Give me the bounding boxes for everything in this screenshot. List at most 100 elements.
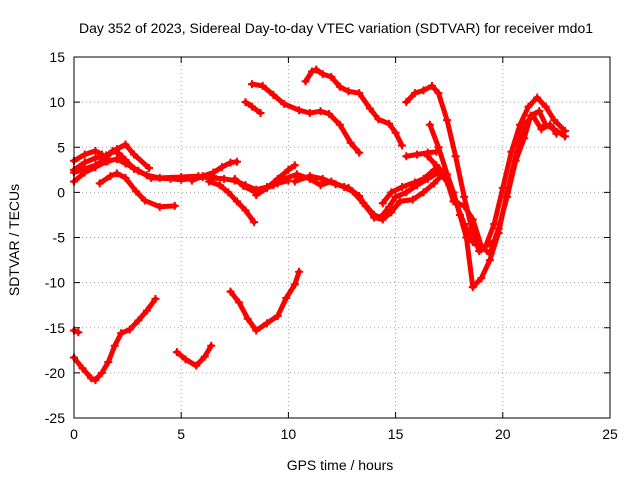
data-point — [413, 150, 422, 159]
data-point — [331, 180, 340, 189]
data-point — [142, 306, 151, 315]
grid-layer — [74, 57, 610, 418]
y-tick-label: 10 — [49, 94, 65, 110]
data-point — [498, 183, 507, 192]
data-point — [378, 199, 387, 208]
data-point — [335, 120, 344, 129]
data-point — [432, 161, 441, 170]
data-point — [239, 182, 248, 191]
axes-layer: 0 5 10 15 20 25 -25 -20 -15 -10 -5 0 5 10 15 — [45, 49, 618, 442]
data-point — [121, 155, 130, 164]
chart-title: Day 352 of 2023, Sidereal Day-to-day VTE… — [79, 20, 593, 36]
data-point — [541, 102, 550, 111]
data-point — [110, 341, 119, 350]
x-tick-label: 0 — [70, 426, 78, 442]
data-point — [151, 294, 160, 303]
data-point — [112, 154, 121, 163]
data-point — [374, 115, 383, 124]
data-point — [170, 201, 179, 210]
data-point — [198, 172, 207, 181]
data-point — [312, 65, 321, 74]
data-point — [142, 171, 151, 180]
data-point — [402, 188, 411, 197]
data-point — [430, 179, 439, 188]
data-point — [301, 77, 310, 86]
data-point — [80, 158, 89, 167]
data-point — [346, 138, 355, 147]
data-point — [455, 210, 464, 219]
data-point — [172, 348, 181, 357]
data-point — [335, 82, 344, 91]
data-point — [365, 104, 374, 113]
data-point — [91, 146, 100, 155]
data-point — [140, 196, 149, 205]
data-series-line — [403, 149, 439, 159]
data-point — [428, 81, 437, 90]
data-point — [220, 174, 229, 183]
data-point — [410, 178, 419, 187]
data-point — [125, 325, 134, 334]
data-point — [215, 181, 224, 190]
data-series-line — [71, 296, 158, 383]
data-point — [560, 132, 569, 141]
x-axis-title: GPS time / hours — [287, 457, 394, 473]
data-point — [207, 341, 216, 350]
data-point — [205, 177, 214, 186]
data-point — [387, 188, 396, 197]
data-point — [102, 151, 111, 160]
data-point — [533, 93, 542, 102]
data-point — [295, 267, 304, 276]
data-point — [112, 169, 121, 178]
data-point — [97, 368, 106, 377]
data-point — [535, 107, 544, 116]
data-point — [247, 102, 256, 111]
data-point — [284, 165, 293, 174]
data-point — [252, 191, 261, 200]
data-point — [224, 188, 233, 197]
data-point — [425, 120, 434, 129]
data-point — [262, 319, 271, 328]
data-point — [344, 87, 353, 96]
data-point — [460, 192, 469, 201]
y-tick-label: -25 — [45, 410, 65, 426]
x-tick-label: 5 — [177, 426, 185, 442]
data-point — [241, 206, 250, 215]
data-point — [361, 201, 370, 210]
data-point — [316, 107, 325, 116]
data-point — [477, 274, 486, 283]
data-point — [378, 215, 387, 224]
data-series-line — [427, 113, 559, 290]
data-point — [273, 174, 282, 183]
data-point — [192, 361, 201, 370]
data-point — [181, 355, 190, 364]
y-tick-label: 5 — [57, 139, 65, 155]
data-point — [507, 147, 516, 156]
data-point — [423, 152, 432, 161]
data-point — [434, 143, 443, 152]
data-point — [130, 150, 139, 159]
data-point — [391, 192, 400, 201]
data-point — [408, 195, 417, 204]
data-point — [243, 314, 252, 323]
series-layer — [70, 65, 569, 385]
data-point — [344, 183, 353, 192]
data-point — [385, 202, 394, 211]
data-point — [209, 168, 218, 177]
data-point — [256, 108, 265, 117]
data-point — [155, 173, 164, 182]
data-series-line — [249, 81, 362, 156]
data-point — [247, 80, 256, 89]
data-point — [402, 152, 411, 161]
data-point — [550, 116, 559, 125]
data-point — [112, 145, 121, 154]
data-point — [550, 125, 559, 134]
data-point — [91, 154, 100, 163]
data-point — [410, 89, 419, 98]
data-point — [443, 116, 452, 125]
data-point — [290, 177, 299, 186]
data-point — [87, 374, 96, 383]
data-point — [307, 67, 316, 76]
y-tick-label: -10 — [45, 275, 65, 291]
